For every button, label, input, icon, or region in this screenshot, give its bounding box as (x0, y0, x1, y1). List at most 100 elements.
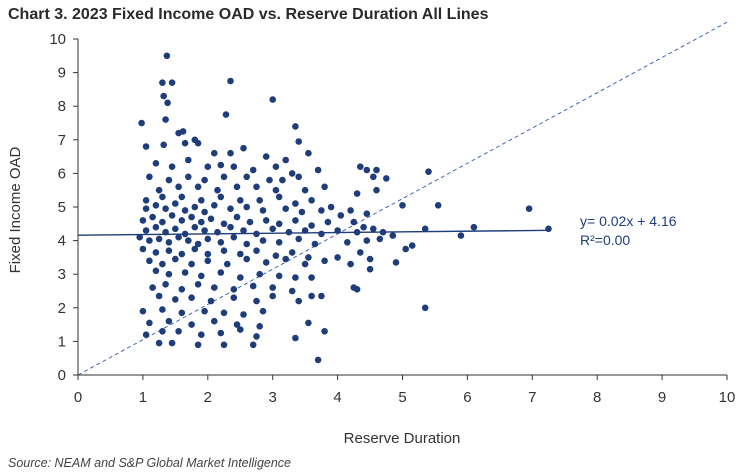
data-point (269, 292, 277, 300)
x-tick-label: 5 (398, 389, 406, 406)
data-point (259, 307, 267, 315)
data-point (204, 257, 212, 265)
data-point (188, 213, 195, 221)
data-point (165, 239, 173, 246)
y-tick-label: 1 (58, 333, 66, 350)
x-tick-label: 3 (269, 389, 277, 406)
data-point (337, 212, 345, 219)
data-point (181, 207, 189, 214)
x-tick-label: 9 (658, 389, 666, 406)
data-point (198, 331, 205, 339)
data-point (165, 270, 173, 278)
data-point (318, 207, 325, 214)
data-point (230, 163, 238, 170)
data-point (191, 223, 199, 231)
data-point (357, 163, 364, 170)
data-point (188, 321, 195, 328)
data-point (298, 208, 306, 216)
data-point (350, 218, 358, 226)
data-point (233, 213, 241, 221)
data-point (308, 274, 315, 281)
data-point (222, 111, 230, 118)
data-point (301, 260, 309, 268)
data-point (240, 311, 247, 318)
data-point (327, 203, 335, 211)
data-point (136, 233, 143, 241)
data-point (162, 205, 169, 212)
data-point (292, 217, 299, 224)
data-point (318, 292, 325, 300)
data-point (282, 156, 290, 164)
data-point (246, 218, 254, 226)
source-note: Source: NEAM and S&P Global Market Intel… (8, 456, 292, 470)
y-tick-label: 2 (58, 300, 66, 317)
data-point (253, 297, 260, 305)
data-point (262, 153, 270, 160)
data-point (207, 297, 215, 305)
x-tick-label: 7 (528, 389, 536, 406)
data-point (321, 183, 328, 191)
data-point (308, 197, 315, 204)
data-point (163, 52, 171, 60)
data-point (227, 205, 234, 212)
data-point (211, 202, 218, 209)
data-point (185, 156, 192, 164)
data-point (160, 92, 167, 100)
data-point (211, 317, 218, 325)
y-tick-label: 4 (58, 233, 66, 250)
data-point (233, 183, 241, 191)
data-point (194, 240, 202, 248)
data-point (142, 143, 150, 150)
trendline-equation: y= 0.02x + 4.16 (580, 213, 677, 229)
data-point (172, 225, 179, 233)
data-point (220, 309, 228, 317)
data-point (233, 321, 241, 328)
data-point (201, 227, 208, 234)
data-point (194, 281, 202, 288)
data-point (305, 254, 312, 261)
data-point (146, 173, 153, 181)
data-point (217, 239, 225, 246)
data-point (545, 225, 552, 233)
data-point (165, 317, 173, 325)
data-point (142, 197, 150, 204)
trendline-path (77, 229, 549, 236)
data-point (152, 249, 160, 256)
data-point (198, 218, 205, 226)
data-point (211, 284, 218, 291)
data-point (360, 223, 367, 231)
data-point (152, 202, 160, 209)
scatter-points (136, 52, 552, 364)
data-point (162, 281, 169, 288)
data-point (269, 96, 277, 103)
reference-line (77, 21, 728, 376)
data-point (366, 255, 374, 263)
data-point (178, 309, 186, 317)
x-axis-label: Reserve Duration (344, 430, 461, 447)
data-point (220, 220, 228, 228)
data-point (357, 249, 364, 256)
data-point (159, 306, 166, 313)
data-point (201, 176, 208, 184)
data-point (262, 217, 270, 224)
x-tick-label: 8 (593, 389, 601, 406)
data-point (194, 183, 202, 191)
data-point (142, 227, 150, 234)
data-point (249, 341, 257, 349)
data-point (275, 239, 283, 246)
data-point (402, 245, 410, 253)
data-point (275, 220, 283, 228)
data-point (392, 259, 400, 266)
data-point (243, 203, 250, 211)
data-point (301, 227, 309, 234)
data-point (259, 237, 267, 244)
data-point (188, 260, 195, 268)
data-point (175, 328, 182, 335)
data-point (311, 240, 319, 248)
data-point (201, 307, 208, 315)
data-point (272, 163, 280, 170)
data-point (152, 160, 160, 167)
data-point (318, 230, 325, 238)
data-point (227, 77, 234, 85)
y-tick-label: 3 (58, 266, 66, 283)
